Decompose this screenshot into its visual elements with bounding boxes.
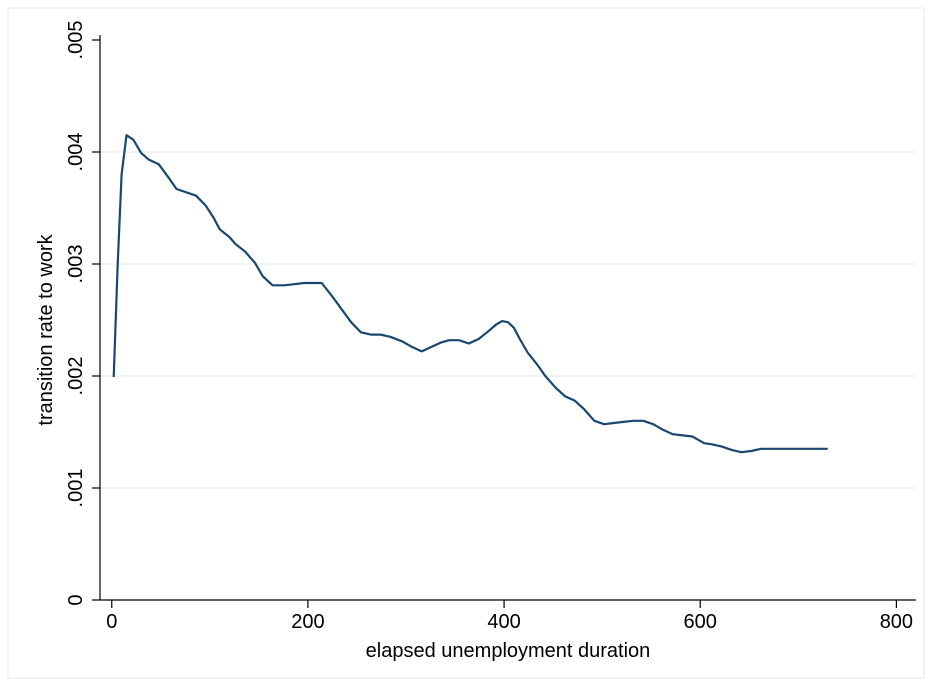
series-layer (112, 134, 828, 454)
y-tick-label: .003 (65, 245, 87, 284)
y-axis-title: transition rate to work (35, 233, 57, 425)
x-tick-label: 0 (106, 611, 117, 633)
x-tick-label: 400 (487, 611, 520, 633)
y-axis: 0 .001 .002 .003 .004 .005 (65, 21, 101, 606)
x-tick-label: 200 (291, 611, 324, 633)
series-line (112, 134, 828, 454)
y-tick-label: .002 (65, 357, 87, 396)
grid-lines (100, 151, 916, 489)
y-tick-label: .005 (65, 21, 87, 60)
x-axis: 0 200 400 600 800 (100, 599, 916, 633)
y-tick-label: 0 (65, 594, 87, 605)
y-tick-label: .004 (65, 133, 87, 172)
y-tick-label: .001 (65, 469, 87, 508)
x-axis-title: elapsed unemployment duration (366, 640, 651, 662)
x-tick-label: 800 (880, 611, 913, 633)
x-tick-label: 600 (684, 611, 717, 633)
